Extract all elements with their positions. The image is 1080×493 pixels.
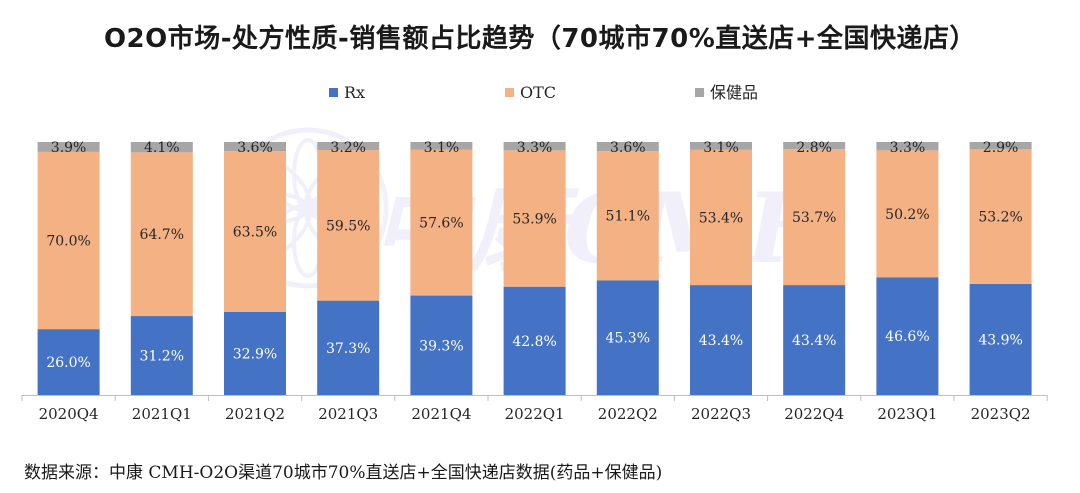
bar-Rx-2023Q2 (969, 283, 1032, 395)
bar-OTC-2023Q2 (969, 149, 1032, 284)
data-label-OTC-2023Q1: 50.2% (885, 207, 929, 223)
bar-OTC-2022Q2 (596, 151, 659, 281)
x-tick-label-2022Q3: 2022Q3 (691, 405, 751, 423)
data-label-保健品-2023Q2: 2.9% (983, 140, 1019, 156)
x-tick-label-2022Q1: 2022Q1 (505, 405, 565, 423)
x-tick-label-2021Q4: 2021Q4 (411, 405, 471, 423)
bar-保健品-2021Q4 (410, 142, 473, 150)
bar-保健品-2022Q2 (596, 142, 659, 152)
data-label-Rx-2021Q1: 31.2% (140, 349, 184, 365)
data-label-Rx-2021Q2: 32.9% (233, 346, 277, 362)
data-label-OTC-2021Q3: 59.5% (326, 218, 370, 234)
bar-OTC-2021Q4 (410, 149, 473, 296)
bar-保健品-2021Q1 (130, 142, 193, 153)
data-label-Rx-2021Q4: 39.3% (419, 338, 463, 354)
x-tick-label-2021Q3: 2021Q3 (318, 405, 378, 423)
legend-label-2: 保健品 (710, 83, 758, 102)
bar-OTC-2022Q1 (503, 150, 566, 287)
bar-Rx-2021Q2 (224, 311, 286, 395)
bar-Rx-2022Q4 (783, 285, 846, 395)
bar-Rx-2021Q1 (130, 316, 193, 395)
data-label-保健品-2020Q4: 3.9% (51, 140, 87, 156)
x-tick-label-2021Q1: 2021Q1 (132, 405, 192, 423)
bar-OTC-2021Q3 (317, 150, 380, 301)
data-label-Rx-2023Q2: 43.9% (978, 332, 1022, 348)
bar-保健品-2021Q2 (224, 142, 286, 152)
bar-OTC-2021Q2 (224, 151, 286, 312)
data-label-保健品-2023Q1: 3.3% (890, 140, 926, 156)
bar-OTC-2020Q4 (37, 151, 100, 330)
legend-swatch-2 (695, 88, 704, 97)
bar-OTC-2022Q3 (690, 149, 752, 286)
data-label-保健品-2021Q2: 3.6% (237, 140, 273, 156)
data-label-保健品-2022Q3: 3.1% (703, 140, 739, 156)
data-label-OTC-2022Q2: 51.1% (606, 209, 650, 225)
data-label-Rx-2022Q3: 43.4% (699, 333, 743, 349)
x-tick-label-2023Q2: 2023Q2 (971, 405, 1031, 423)
data-label-保健品-2022Q1: 3.3% (517, 140, 553, 156)
bar-Rx-2022Q1 (503, 286, 566, 395)
x-tick-label-2023Q1: 2023Q1 (877, 405, 937, 423)
legend-swatch-1 (505, 88, 514, 97)
x-tick-label-2021Q2: 2021Q2 (225, 405, 285, 423)
chart-title: O2O市场-处方性质-销售额占比趋势（70城市70%直送店+全国快递店） (103, 24, 977, 54)
data-label-OTC-2021Q2: 63.5% (233, 224, 277, 240)
bar-保健品-2022Q4 (783, 142, 846, 150)
bar-Rx-2021Q4 (410, 295, 473, 395)
legend-label-0: Rx (344, 83, 365, 102)
bar-Rx-2020Q4 (37, 329, 100, 395)
data-label-保健品-2022Q2: 3.6% (610, 140, 646, 156)
data-label-OTC-2023Q2: 53.2% (978, 210, 1022, 226)
data-label-OTC-2022Q4: 53.7% (792, 210, 836, 226)
x-tick-label-2022Q4: 2022Q4 (784, 405, 844, 423)
bar-Rx-2021Q3 (317, 300, 380, 395)
x-tick-label-2020Q4: 2020Q4 (39, 405, 99, 423)
bar-保健品-2021Q3 (317, 142, 380, 151)
bar-Rx-2022Q2 (596, 280, 659, 395)
bar-Rx-2023Q1 (876, 277, 939, 395)
data-label-Rx-2020Q4: 26.0% (46, 355, 90, 371)
data-label-OTC-2021Q1: 64.7% (140, 227, 184, 243)
bar-Rx-2022Q3 (690, 285, 752, 395)
data-label-保健品-2021Q3: 3.2% (330, 140, 366, 156)
bar-保健品-2022Q3 (690, 142, 752, 150)
source-note: 数据来源：中康 CMH-O2O渠道70城市70%直送店+全国快递店数据(药品+保… (24, 463, 663, 483)
bar-group: 26.0% 70.0% 3.9% 31.2% 64.7% 4.1% 32.9% 63.5% 3.… (37, 140, 1032, 395)
data-label-保健品-2021Q4: 3.1% (424, 140, 460, 156)
data-label-OTC-2021Q4: 57.6% (419, 216, 463, 232)
bar-保健品-2023Q2 (969, 142, 1032, 150)
data-label-Rx-2022Q2: 45.3% (606, 331, 650, 347)
x-axis: 2020Q4 2021Q1 2021Q2 2021Q3 2021Q4 2022Q1 2022… (21, 395, 1048, 423)
data-label-Rx-2022Q1: 42.8% (512, 334, 556, 350)
data-label-Rx-2022Q4: 43.4% (792, 333, 836, 349)
bar-OTC-2023Q1 (876, 150, 939, 278)
data-label-OTC-2020Q4: 70.0% (46, 234, 90, 250)
bar-OTC-2021Q1 (130, 152, 193, 317)
bar-保健品-2023Q1 (876, 142, 939, 151)
x-tick-label-2022Q2: 2022Q2 (598, 405, 658, 423)
bar-保健品-2022Q1 (503, 142, 566, 151)
data-label-保健品-2022Q4: 2.8% (796, 140, 832, 156)
bar-保健品-2020Q4 (37, 142, 100, 152)
legend-swatch-0 (329, 88, 338, 97)
legend: Rx OTC 保健品 (329, 83, 758, 102)
data-label-Rx-2021Q3: 37.3% (326, 341, 370, 357)
legend-label-1: OTC (520, 83, 556, 102)
data-label-OTC-2022Q3: 53.4% (699, 210, 743, 226)
data-label-OTC-2022Q1: 53.9% (512, 212, 556, 228)
data-label-保健品-2021Q1: 4.1% (144, 140, 180, 156)
data-label-Rx-2023Q1: 46.6% (885, 329, 929, 345)
bar-OTC-2022Q4 (783, 149, 846, 286)
